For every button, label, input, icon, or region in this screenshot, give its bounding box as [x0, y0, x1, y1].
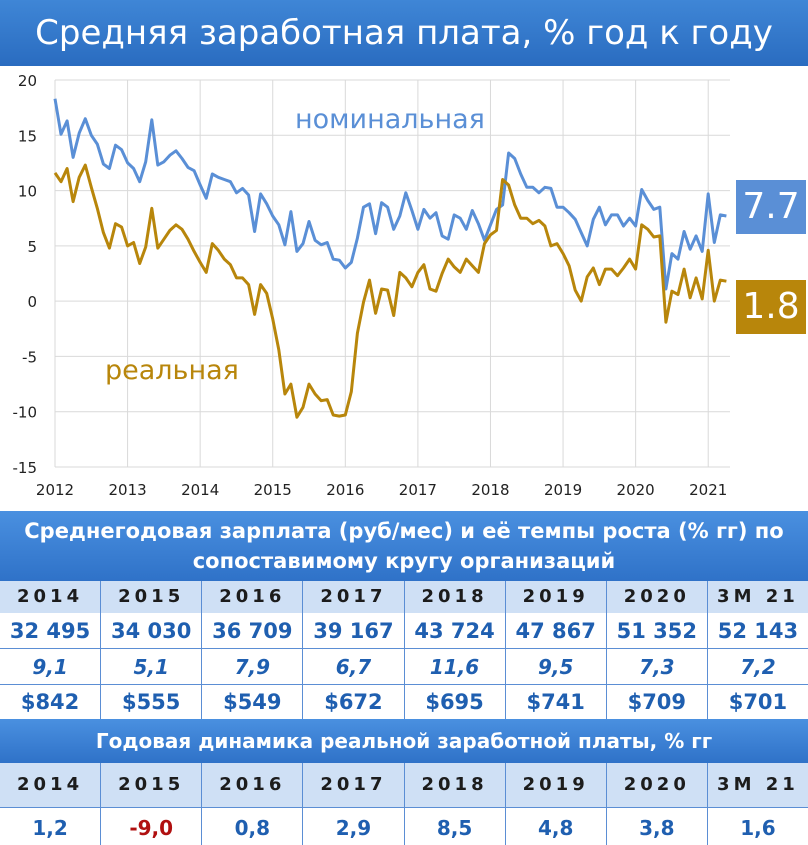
- real-growth-cell: 0,8: [202, 808, 304, 845]
- usd-cell: $701: [728, 690, 788, 714]
- table1-title: Среднегодовая зарплата (руб/мес) и её те…: [0, 511, 808, 581]
- series-line-real: [53, 163, 727, 419]
- x-axis-ticks: 2012 2013 2014 2015 2016 2017 2018 2019 2020 2021: [36, 481, 727, 499]
- real-growth-cell: 8,5: [405, 808, 506, 845]
- y-tick-label: -15: [13, 459, 38, 477]
- year-cell: 2020: [607, 763, 708, 807]
- table1-growth-row: 9,1 5,1 7,9 6,7 11,6 9,5 7,3 7,2: [0, 649, 808, 685]
- rub-cell: 43 724: [405, 613, 506, 648]
- table2-values-row: 1,2 -9,0 0,8 2,9 8,5 4,8 3,8 1,6: [0, 807, 808, 845]
- x-tick-label: 2017: [399, 481, 437, 499]
- growth-cell: 6,7: [303, 649, 405, 684]
- table1-rub-row: 32 495 34 030 36 709 39 167 43 724 47 86…: [0, 613, 808, 649]
- chart-series: [53, 98, 727, 419]
- nominal-latest-badge: 7.7: [736, 180, 806, 234]
- usd-cell: $549: [202, 685, 304, 719]
- real-growth-cell: 4,8: [506, 808, 607, 845]
- x-tick-label: 2020: [617, 481, 655, 499]
- page-title: Средняя заработная плата, % год к году: [0, 0, 808, 66]
- usd-cell: $709: [607, 685, 708, 719]
- x-tick-label: 2016: [326, 481, 364, 499]
- growth-cell: 7,9: [202, 649, 304, 684]
- rub-cell: 51 352: [607, 613, 708, 648]
- table1-years-row: 2014 2015 2016 2017 2018 2019 2020 3M 21: [0, 581, 808, 613]
- real-growth-cell: 2,9: [303, 808, 405, 845]
- year-cell: 2016: [202, 763, 304, 807]
- growth-cell: 9,5: [506, 649, 607, 684]
- year-cell: 3M 21: [717, 586, 799, 607]
- y-tick-label: 15: [18, 127, 37, 145]
- growth-cell: 11,6: [405, 649, 506, 684]
- x-tick-label: 2013: [108, 481, 146, 499]
- x-tick-label: 2015: [254, 481, 292, 499]
- y-tick-label: 5: [27, 238, 37, 256]
- year-cell: 2014: [0, 763, 102, 807]
- y-tick-label: -10: [13, 404, 38, 422]
- y-tick-label: -5: [22, 348, 37, 366]
- year-cell: 3M 21: [717, 774, 799, 795]
- x-tick-label: 2019: [544, 481, 582, 499]
- rub-cell: 39 167: [303, 613, 405, 648]
- x-tick-label: 2018: [471, 481, 509, 499]
- y-tick-label: 10: [18, 183, 37, 201]
- year-cell: 2016: [202, 581, 304, 613]
- real-growth-cell: 1,6: [740, 816, 776, 840]
- table2-years-row: 2014 2015 2016 2017 2018 2019 2020 3M 21: [0, 763, 808, 807]
- usd-cell: $672: [303, 685, 405, 719]
- growth-cell: 7,2: [740, 655, 776, 679]
- real-growth-cell: 1,2: [0, 808, 102, 845]
- year-cell: 2019: [506, 763, 607, 807]
- year-cell: 2020: [607, 581, 708, 613]
- growth-cell: 7,3: [607, 649, 708, 684]
- usd-cell: $741: [506, 685, 607, 719]
- real-latest-badge: 1.8: [736, 280, 806, 334]
- rub-cell: 34 030: [101, 613, 203, 648]
- rub-cell: 32 495: [0, 613, 102, 648]
- y-tick-label: 20: [18, 72, 37, 90]
- rub-cell: 52 143: [717, 619, 799, 643]
- y-axis-ticks: 20 15 10 5 0 -5 -10 -15: [13, 72, 38, 477]
- year-cell: 2018: [405, 763, 506, 807]
- usd-cell: $842: [0, 685, 102, 719]
- annotation-real: реальная: [105, 355, 239, 386]
- year-cell: 2017: [303, 763, 405, 807]
- annotation-nominal: номинальная: [295, 104, 485, 135]
- year-cell: 2015: [101, 581, 203, 613]
- growth-cell: 5,1: [101, 649, 203, 684]
- year-cell: 2017: [303, 581, 405, 613]
- table1-usd-row: $842 $555 $549 $672 $695 $741 $709 $701: [0, 685, 808, 719]
- usd-cell: $555: [101, 685, 203, 719]
- summary-tables: Среднегодовая зарплата (руб/мес) и её те…: [0, 508, 808, 845]
- x-tick-label: 2012: [36, 481, 74, 499]
- real-growth-cell: 3,8: [607, 808, 708, 845]
- rub-cell: 36 709: [202, 613, 304, 648]
- rub-cell: 47 867: [506, 613, 607, 648]
- year-cell: 2014: [0, 581, 102, 613]
- usd-cell: $695: [405, 685, 506, 719]
- growth-cell: 9,1: [0, 649, 102, 684]
- y-tick-label: 0: [27, 293, 37, 311]
- real-growth-cell: -9,0: [101, 808, 203, 845]
- year-cell: 2015: [101, 763, 203, 807]
- chart-grid: [54, 79, 730, 468]
- series-line-nominal: [53, 98, 727, 291]
- table2-title: Годовая динамика реальной заработной пла…: [0, 719, 808, 763]
- year-cell: 2018: [405, 581, 506, 613]
- x-tick-label: 2021: [689, 481, 727, 499]
- x-tick-label: 2014: [181, 481, 219, 499]
- year-cell: 2019: [506, 581, 607, 613]
